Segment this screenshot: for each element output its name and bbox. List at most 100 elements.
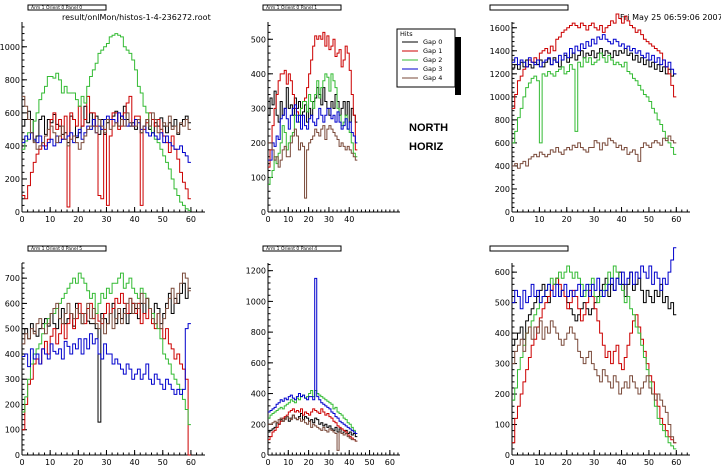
- panel-title-box: [27, 4, 107, 11]
- y-tick-label: 1000: [0, 43, 20, 52]
- histogram-panel-0: Arm 1 Orient 0 Panel 00 10 20 30 40 50 6002004…: [0, 4, 205, 224]
- y-tick-label: 600: [495, 139, 510, 148]
- y-tick-label: 400: [251, 70, 266, 79]
- series-gap-4: [512, 320, 677, 444]
- y-tick-label: 400: [5, 142, 20, 151]
- panel-title: Arm 1 Orient 0 Panel 0: [31, 5, 82, 11]
- series-gap-1: [512, 13, 677, 109]
- x-tick-label: 10: [45, 215, 55, 224]
- x-tick-label: 0: [19, 458, 24, 467]
- legend-title: Hits: [400, 30, 413, 38]
- x-tick-label: 30: [589, 458, 599, 467]
- y-tick-label: 1200: [490, 70, 510, 79]
- x-tick-label: 10: [534, 458, 544, 467]
- x-tick-label: 20: [73, 458, 83, 467]
- y-tick-label: 0: [505, 208, 510, 217]
- legend-entry-label: Gap 1: [423, 47, 442, 55]
- file-path-label: result/onlMon/histos-1-4-236272.root: [62, 13, 211, 22]
- panel-grid: Arm 1 Orient 0 Panel 00 10 20 30 40 50 6002004…: [0, 4, 690, 467]
- panel-title: Arm 1 Orient 0 Panel 5: [31, 246, 82, 252]
- y-tick-label: 0: [505, 451, 510, 460]
- y-tick-label: 1400: [490, 47, 510, 56]
- x-tick-label: 10: [283, 458, 293, 467]
- series-gap-1: [268, 31, 358, 168]
- panel-title: Arm 1 Orient 0 Panel 1: [266, 5, 317, 11]
- panel-title-box: [262, 4, 342, 11]
- y-tick-label: 1600: [490, 24, 510, 33]
- x-tick-label: 30: [101, 458, 111, 467]
- y-tick-label: 400: [495, 329, 510, 338]
- x-tick-label: 0: [265, 458, 270, 467]
- x-tick-label: 60: [671, 215, 681, 224]
- series-gap-3: [22, 323, 191, 395]
- x-tick-label: 10: [45, 458, 55, 467]
- x-tick-label: 50: [364, 458, 374, 467]
- y-tick-label: 500: [495, 299, 510, 308]
- y-tick-label: 100: [495, 421, 510, 430]
- y-tick-label: 100: [5, 426, 20, 435]
- legend-entry-label: Gap 3: [423, 65, 442, 73]
- x-tick-label: 0: [509, 215, 514, 224]
- series-gap-4: [22, 95, 191, 150]
- x-tick-label: 10: [534, 215, 544, 224]
- panel-title-box: [489, 245, 569, 252]
- y-tick-label: 600: [495, 268, 510, 277]
- y-tick-label: 300: [5, 375, 20, 384]
- x-tick-label: 50: [644, 458, 654, 467]
- series-gap-1: [22, 292, 191, 456]
- y-tick-label: 100: [251, 173, 266, 182]
- x-tick-label: 20: [562, 215, 572, 224]
- histogram-panel-2: 0 10 20 30 40 50 60020040060080010001200140016…: [489, 4, 690, 224]
- y-tick-label: 800: [495, 116, 510, 125]
- x-tick-label: 20: [304, 215, 314, 224]
- y-tick-label: 0: [15, 208, 20, 217]
- series-gap-2: [512, 52, 677, 155]
- x-tick-label: 30: [101, 215, 111, 224]
- series-gap-3: [268, 277, 358, 434]
- x-tick-label: 60: [385, 458, 395, 467]
- series-gap-4: [22, 272, 191, 345]
- legend-box: [396, 28, 456, 88]
- panel-title-box: [262, 245, 342, 252]
- series-gap-2: [22, 33, 191, 211]
- series-gap-1: [512, 277, 677, 444]
- region-label-horiz: HORIZ: [409, 141, 444, 153]
- y-tick-label: 800: [5, 76, 20, 85]
- x-tick-label: 40: [344, 215, 354, 224]
- series-gap-4: [512, 135, 677, 169]
- x-tick-label: 50: [158, 215, 168, 224]
- x-tick-label: 0: [265, 215, 270, 224]
- histogram-panel-4: Arm 1 Orient 0 Panel 40 10 20 30 40 50 6002004…: [246, 245, 400, 467]
- x-tick-label: 0: [509, 458, 514, 467]
- legend-entry-label: Gap 2: [423, 56, 442, 64]
- x-tick-label: 40: [616, 215, 626, 224]
- y-tick-label: 300: [251, 104, 266, 113]
- series-gap-3: [268, 104, 358, 161]
- y-tick-label: 0: [261, 451, 266, 460]
- histogram-panel-3: Arm 1 Orient 0 Panel 50 10 20 30 40 50 6001002…: [5, 245, 205, 467]
- y-tick-label: 0: [261, 208, 266, 217]
- legend-entry-label: Gap 4: [423, 74, 442, 82]
- x-tick-label: 40: [344, 458, 354, 467]
- y-tick-label: 200: [251, 139, 266, 148]
- x-tick-label: 30: [589, 215, 599, 224]
- series-gap-3: [512, 247, 677, 310]
- y-tick-label: 700: [5, 274, 20, 283]
- y-tick-label: 400: [495, 162, 510, 171]
- y-tick-label: 1000: [490, 93, 510, 102]
- panel-title-box: [27, 245, 107, 252]
- x-tick-label: 40: [130, 215, 140, 224]
- series-gap-4: [268, 414, 358, 451]
- y-tick-label: 200: [251, 420, 266, 429]
- y-tick-label: 200: [5, 400, 20, 409]
- panel-title: Arm 1 Orient 0 Panel 4: [266, 246, 317, 252]
- series-gap-2: [268, 389, 358, 434]
- x-tick-label: 40: [130, 458, 140, 467]
- x-tick-label: 30: [324, 215, 334, 224]
- y-tick-label: 200: [495, 390, 510, 399]
- x-tick-label: 0: [19, 215, 24, 224]
